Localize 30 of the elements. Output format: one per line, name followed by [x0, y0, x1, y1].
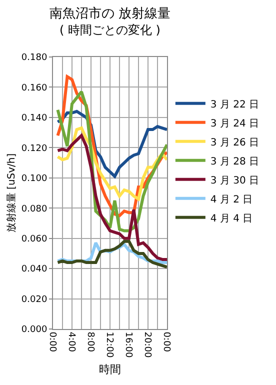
y-tick-label: 0.000: [21, 325, 48, 336]
x-tick-label: 16:00: [123, 332, 134, 358]
y-tick-label: 0.040: [21, 264, 48, 275]
line-series: [56, 134, 167, 261]
y-tick-label: 0.080: [21, 204, 48, 214]
chart-subtitle: ( 時間ごとの変化 ): [60, 23, 160, 38]
x-axis-title: 時間: [99, 363, 121, 376]
x-tick-label: 0:00: [161, 332, 172, 352]
y-tick-label: 0.180: [21, 53, 48, 64]
y-tick-label: 0.100: [21, 174, 48, 184]
x-tick-label: 0:00: [47, 332, 58, 352]
legend-label: 3 月 28 日: [210, 156, 260, 168]
y-tick-label: 0.120: [21, 144, 48, 154]
line-series: [56, 240, 167, 269]
y-tick-label: 0.020: [21, 294, 48, 305]
x-tick-label: 8:00: [85, 332, 96, 352]
legend-label: 4 月 2 日: [210, 194, 253, 206]
y-tick-label: 0.160: [21, 83, 48, 94]
legend-label: 3 月 30 日: [210, 175, 260, 186]
legend-label: 3 月 24 日: [210, 118, 260, 130]
x-tick-label: 20:00: [142, 332, 152, 358]
x-tick-label: 4:00: [66, 332, 76, 352]
chart-title: 南魚沼市の 放射線量: [49, 6, 171, 22]
legend-label: 3 月 22 日: [210, 99, 260, 110]
x-tick-label: 12:00: [104, 332, 114, 358]
legend-label: 3 月 26 日: [210, 137, 260, 148]
y-tick-label: 0.060: [21, 234, 48, 244]
y-axis-title: 放射線量 [uSv/h]: [5, 153, 18, 233]
y-tick-label: 0.140: [21, 114, 48, 124]
legend-label: 4 月 4 日: [210, 213, 253, 224]
